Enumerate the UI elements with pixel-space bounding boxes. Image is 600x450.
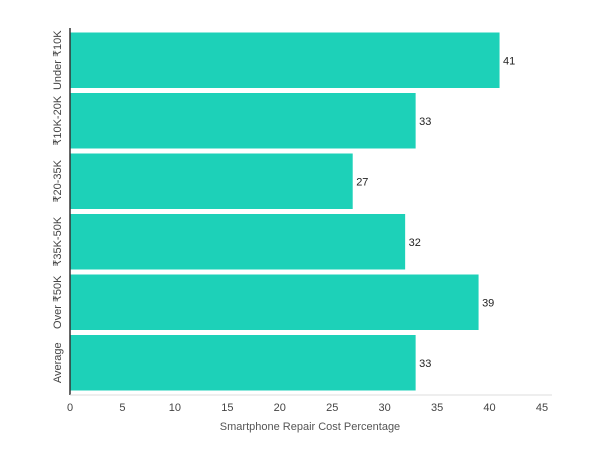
bar-3 bbox=[69, 213, 407, 271]
data-label-5: 33 bbox=[419, 358, 431, 370]
data-label-3: 32 bbox=[409, 237, 421, 249]
x-tick-label-6: 30 bbox=[379, 402, 391, 414]
x-tick-label-4: 20 bbox=[274, 402, 286, 414]
data-label-4: 39 bbox=[482, 297, 494, 309]
category-label-3: ₹35K-50K bbox=[52, 216, 64, 266]
x-tick-label-9: 45 bbox=[536, 402, 548, 414]
data-label-0: 41 bbox=[503, 55, 515, 67]
x-tick-label-3: 15 bbox=[221, 402, 233, 414]
bar-5 bbox=[69, 334, 417, 392]
category-label-0: Under ₹10K bbox=[52, 30, 64, 90]
bar-2 bbox=[69, 152, 354, 210]
x-axis-title: Smartphone Repair Cost Percentage bbox=[220, 421, 400, 433]
category-label-1: ₹10K-20K bbox=[52, 95, 64, 145]
x-tick-label-2: 10 bbox=[169, 402, 181, 414]
data-label-2: 27 bbox=[356, 176, 368, 188]
category-label-5: Average bbox=[52, 342, 64, 383]
x-tick-label-0: 0 bbox=[67, 402, 73, 414]
bar-4 bbox=[69, 273, 480, 331]
data-label-1: 33 bbox=[419, 116, 431, 128]
category-label-4: Over ₹50K bbox=[52, 275, 64, 329]
x-tick-label-1: 5 bbox=[119, 402, 125, 414]
bar-0 bbox=[69, 31, 501, 89]
x-tick-label-7: 35 bbox=[431, 402, 443, 414]
data-labels-group: 41 33 27 32 39 33 bbox=[356, 55, 515, 370]
x-tick-label-8: 40 bbox=[483, 402, 495, 414]
category-labels-group: Under ₹10K ₹10K-20K ₹20-35K ₹35K-50K Over ₹5… bbox=[52, 30, 64, 383]
bars-group bbox=[69, 31, 501, 392]
x-tick-label-5: 25 bbox=[326, 402, 338, 414]
category-label-2: ₹20-35K bbox=[52, 159, 64, 202]
x-tick-labels-group: 0 5 10 15 20 25 30 35 40 45 bbox=[67, 402, 548, 414]
bar-1 bbox=[69, 92, 417, 150]
